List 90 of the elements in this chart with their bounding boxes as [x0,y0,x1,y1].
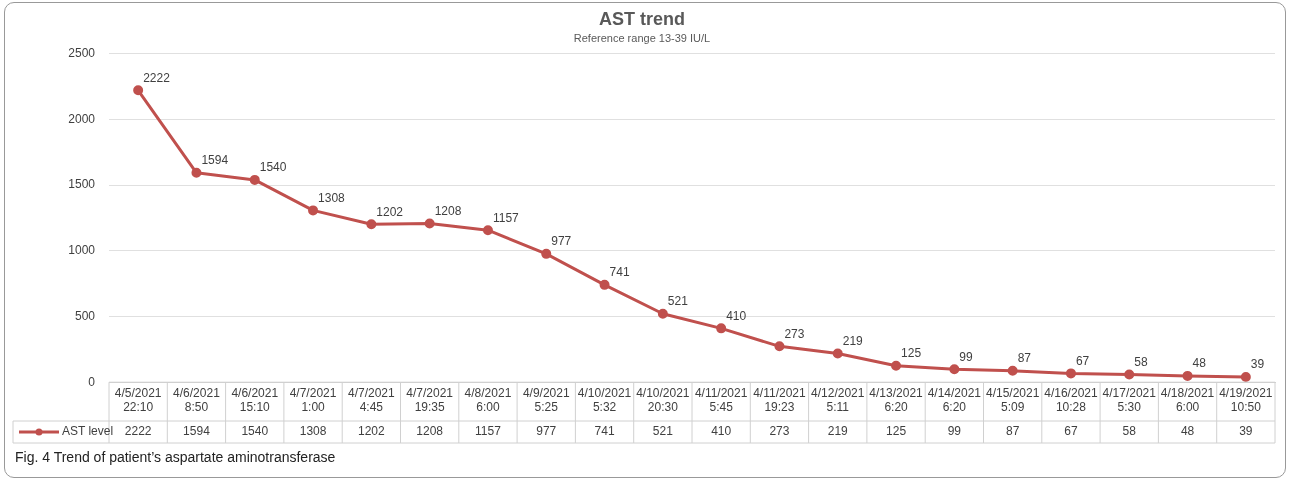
point [657,308,668,319]
point [133,85,144,96]
y-tick-label: 1500 [68,177,96,192]
point [949,364,960,375]
point [1065,368,1076,379]
annotation: 1594 [201,153,229,168]
point [599,279,610,290]
data-label: 1202 [358,424,386,439]
y-tick-label: 2000 [68,111,96,126]
annotation: 741 [609,265,630,280]
chart-subtitle: Reference range 13-39 IU/L [573,32,711,45]
x-tick-label: 4/16/2021 10:28 [1044,385,1098,415]
x-tick-label: 4/7/2021 19:35 [406,385,454,415]
x-tick-label: 4/12/2021 5:11 [811,385,865,415]
data-label: 1157 [475,424,502,439]
data-label: 67 [1064,424,1078,439]
annotation: 87 [1017,351,1032,366]
annotation: 410 [726,308,747,323]
annotation: 273 [784,326,805,341]
point [541,248,552,259]
annotation: 67 [1075,353,1090,368]
point [366,219,377,230]
point [891,360,902,371]
x-tick-label: 4/11/2021 19:23 [753,385,807,415]
annotation: 58 [1134,354,1148,369]
x-tick-label: 4/7/2021 1:00 [289,385,337,415]
point [1240,372,1251,383]
point [249,174,260,185]
point [191,167,202,178]
annotation: 48 [1192,356,1207,371]
annotation: 2222 [143,70,171,85]
data-label: 741 [594,424,615,439]
annotation: 1208 [434,203,462,218]
data-label: 1594 [183,424,211,439]
point [1124,369,1135,380]
x-tick-label: 4/7/2021 4:45 [347,385,396,415]
annotation: 1157 [492,210,520,225]
point [774,341,785,352]
annotation: 219 [842,333,864,348]
annotation: 977 [551,234,572,249]
data-label: 58 [1122,424,1137,439]
x-tick-label: 4/6/2021 8:50 [173,385,221,415]
x-tick-label: 4/13/2021 6:20 [869,385,924,415]
annotation: 125 [901,346,922,361]
y-tick-label: 0 [88,374,96,389]
point [716,323,727,334]
data-label: 1208 [416,424,444,439]
data-label: 977 [536,424,557,439]
y-tick-label: 2500 [68,46,96,61]
annotation: 1202 [376,204,404,219]
data-label: 1540 [241,424,269,439]
x-tick-label: 4/6/2021 15:10 [231,385,279,415]
annotation: 1308 [318,190,346,205]
point [832,348,843,359]
x-tick-label: 4/9/2021 5:25 [522,385,570,415]
data-label: 1308 [299,424,327,439]
x-tick-label: 4/17/2021 5:30 [1102,385,1157,415]
x-tick-label: 4/14/2021 6:20 [927,385,982,415]
x-tick-label: 4/15/2021 5:09 [985,385,1040,415]
chart-title: AST trend [598,8,686,29]
y-tick-label: 1000 [68,243,96,258]
point [424,218,435,229]
caption: Fig. 4 Trend of patient’s aspartate aminotransferase [15,449,336,465]
data-label: 2222 [124,424,152,439]
legend-label: AST level [62,424,114,439]
data-label: 48 [1180,424,1195,439]
data-label: 521 [652,424,674,439]
y-tick-label: 500 [74,308,96,323]
data-label: 39 [1239,424,1253,439]
x-tick-label: 4/19/2021 10:50 [1219,385,1273,415]
x-tick-label: 4/18/2021 6:00 [1160,385,1215,415]
data-label: 219 [827,424,849,439]
annotation: 99 [959,349,974,364]
annotation: 521 [667,294,689,309]
data-label: 87 [1005,424,1020,439]
data-label: 273 [769,424,790,439]
data-label: 99 [947,424,962,439]
x-tick-label: 4/8/2021 6:00 [464,385,512,415]
data-label: 410 [711,424,732,439]
x-tick-label: 4/11/2021 5:45 [694,385,748,415]
point [1182,370,1193,381]
data-label: 125 [886,424,907,439]
x-tick-label: 4/5/2021 22:10 [114,385,162,415]
x-tick-label: 4/10/2021 20:30 [636,385,690,415]
annotation: 39 [1250,357,1265,372]
annotation: 1540 [259,160,287,175]
point [1007,365,1018,376]
point [308,205,319,216]
point [482,225,493,236]
x-tick-label: 4/10/2021 5:32 [577,385,632,415]
